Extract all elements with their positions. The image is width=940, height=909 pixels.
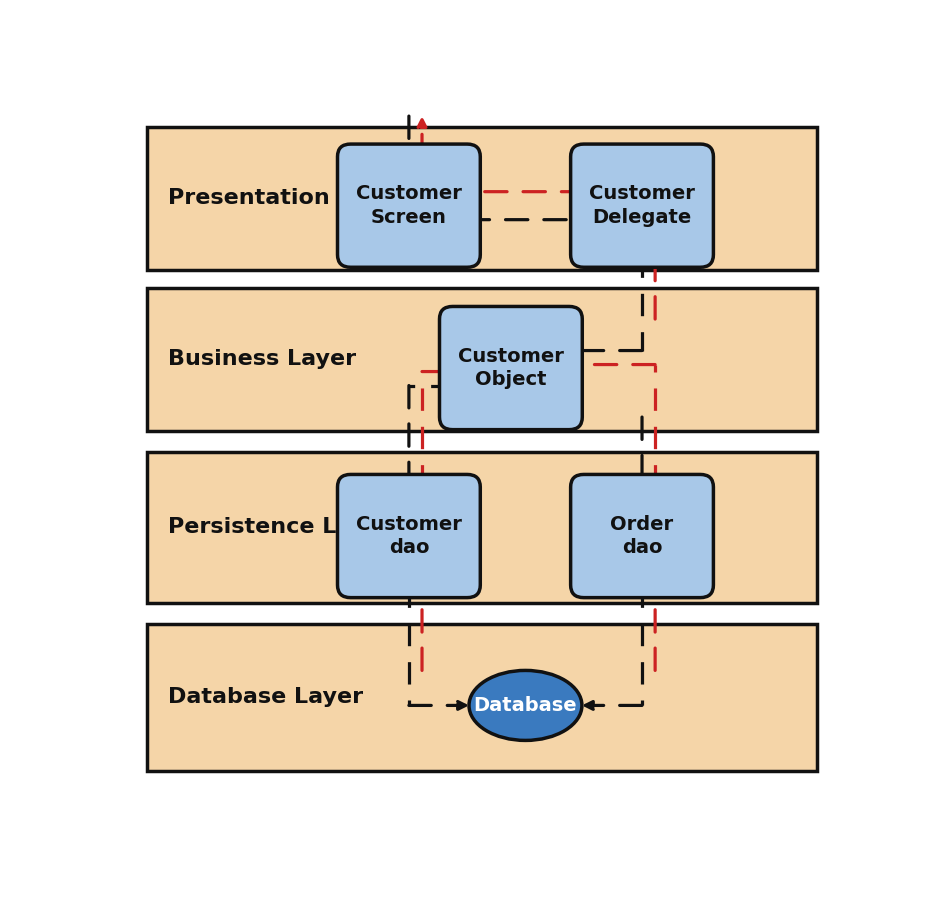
Text: Order
dao: Order dao: [610, 514, 674, 557]
Text: Customer
Screen: Customer Screen: [356, 185, 462, 227]
Text: Persistence Layer: Persistence Layer: [168, 517, 392, 537]
Text: Presentation Layer: Presentation Layer: [168, 188, 407, 208]
FancyBboxPatch shape: [337, 145, 480, 267]
Text: Customer
dao: Customer dao: [356, 514, 462, 557]
Text: Customer
Object: Customer Object: [458, 347, 564, 389]
FancyBboxPatch shape: [571, 474, 713, 597]
Text: Database Layer: Database Layer: [168, 687, 364, 707]
FancyBboxPatch shape: [571, 145, 713, 267]
Text: Business Layer: Business Layer: [168, 349, 356, 369]
FancyBboxPatch shape: [337, 474, 480, 597]
Text: Database: Database: [474, 696, 577, 714]
FancyBboxPatch shape: [147, 287, 817, 431]
FancyBboxPatch shape: [440, 306, 582, 430]
FancyBboxPatch shape: [147, 624, 817, 771]
FancyBboxPatch shape: [147, 126, 817, 270]
Text: Customer
Delegate: Customer Delegate: [589, 185, 695, 227]
FancyBboxPatch shape: [147, 452, 817, 603]
Ellipse shape: [469, 671, 582, 741]
